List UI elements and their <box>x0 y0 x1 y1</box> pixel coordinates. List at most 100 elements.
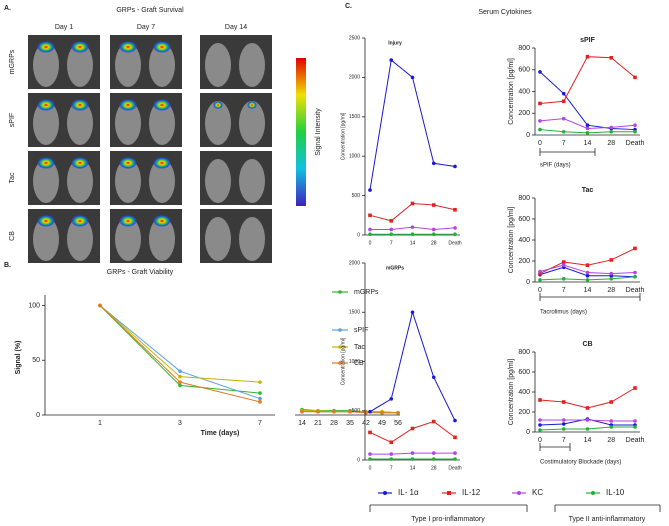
x-tick-label: 0 <box>538 437 542 444</box>
mouse <box>115 43 141 87</box>
y-tick-label: 2500 <box>349 35 360 41</box>
y-tick-label: 500 <box>352 408 361 414</box>
marker <box>609 125 614 130</box>
marker <box>258 400 262 404</box>
marker <box>389 440 394 445</box>
x-tick-label: Death <box>626 437 645 444</box>
mouse <box>67 159 93 203</box>
mouse <box>67 101 93 145</box>
y-axis-label: Concentration [pg/ml] <box>508 58 515 125</box>
y-tick-label: 100 <box>28 302 40 309</box>
colorbar-label: Signal Intensity <box>315 108 322 156</box>
marker <box>561 99 566 104</box>
y-tick-label: 800 <box>518 45 530 52</box>
marker <box>585 123 590 128</box>
legend-group: Type II anti-inflammatory <box>569 516 646 523</box>
chart-title: CB <box>582 341 592 348</box>
series-line <box>539 56 636 104</box>
marker <box>585 406 590 410</box>
legend-swatch <box>383 491 387 495</box>
marker <box>431 203 436 207</box>
legend-label: KC <box>532 488 543 497</box>
signal <box>119 215 137 227</box>
signal <box>119 157 137 169</box>
marker <box>258 396 262 401</box>
marker <box>332 409 336 414</box>
y-tick-label: 400 <box>518 237 530 244</box>
panel-label: C. <box>345 3 352 10</box>
y-tick-label: 2000 <box>349 75 360 81</box>
marker <box>453 226 457 230</box>
x-tick-label: 7 <box>258 420 262 427</box>
x-tick-label: Death <box>626 287 645 294</box>
marker <box>431 457 436 461</box>
signal <box>71 215 89 227</box>
x-tick-label: 0 <box>538 140 542 147</box>
marker <box>561 129 566 134</box>
panel-label: A. <box>4 5 11 12</box>
mouse <box>205 159 231 203</box>
mouse <box>205 217 231 261</box>
x-tick-label: 7 <box>390 465 393 471</box>
y-axis-label: Signal (%) <box>15 341 22 375</box>
series-line <box>369 310 456 421</box>
y-tick-label: 0 <box>526 279 530 286</box>
x-tick-label: 28 <box>607 287 615 294</box>
mouse <box>149 43 175 87</box>
marker <box>368 430 372 435</box>
y-tick-label: 0 <box>36 412 40 419</box>
marker <box>561 263 566 268</box>
row-label: sPIF <box>9 113 16 127</box>
signal <box>37 157 55 169</box>
marker <box>585 273 590 278</box>
y-tick-label: 400 <box>518 88 530 95</box>
marker <box>633 419 637 423</box>
marker <box>538 127 542 132</box>
signal <box>153 215 171 227</box>
marker <box>585 131 590 135</box>
x-tick-label: 3 <box>178 420 182 427</box>
x-tick-label: 14 <box>584 437 592 444</box>
x-tick-label: Death <box>448 465 462 471</box>
mouse <box>239 43 265 87</box>
signal <box>153 157 171 169</box>
legend-label: mGRPs <box>354 289 379 296</box>
mouse <box>67 217 93 261</box>
x-tick-label: 7 <box>562 437 566 444</box>
marker <box>389 58 394 62</box>
marker <box>538 398 542 402</box>
mouse <box>33 159 59 203</box>
y-tick-label: 1500 <box>349 310 360 316</box>
y-tick-label: 200 <box>518 409 530 416</box>
y-tick-label: 50 <box>32 357 40 364</box>
x-tick-label: 56 <box>394 420 402 427</box>
legend-group: Type I pro-inflammatory <box>411 516 485 523</box>
x-tick-label: 0 <box>369 240 372 246</box>
y-tick-label: 1000 <box>349 359 360 365</box>
legend-label: CB <box>354 360 364 367</box>
marker <box>633 425 637 429</box>
marker <box>368 232 372 237</box>
y-axis-label: Concentration [pg/ml] <box>340 337 346 385</box>
marker <box>585 263 590 267</box>
marker <box>609 425 614 429</box>
chart-title: Tac <box>582 187 594 194</box>
x-tick-label: 1 <box>98 420 102 427</box>
y-axis-label: Concentration [pg/ml] <box>508 359 515 426</box>
marker <box>410 457 415 461</box>
marker <box>389 232 394 237</box>
x-axis-label: Costimulatory Blockade (days) <box>540 460 621 466</box>
x-tick-label: 0 <box>369 465 372 471</box>
signal <box>37 41 55 53</box>
marker <box>453 457 457 461</box>
marker <box>585 270 590 275</box>
marker <box>389 397 394 401</box>
chart-title: sPIF <box>580 37 596 44</box>
mouse <box>149 217 175 261</box>
y-tick-label: 600 <box>518 216 530 223</box>
marker <box>453 232 457 237</box>
marker <box>633 270 637 275</box>
marker <box>410 75 415 80</box>
signal <box>153 41 171 53</box>
